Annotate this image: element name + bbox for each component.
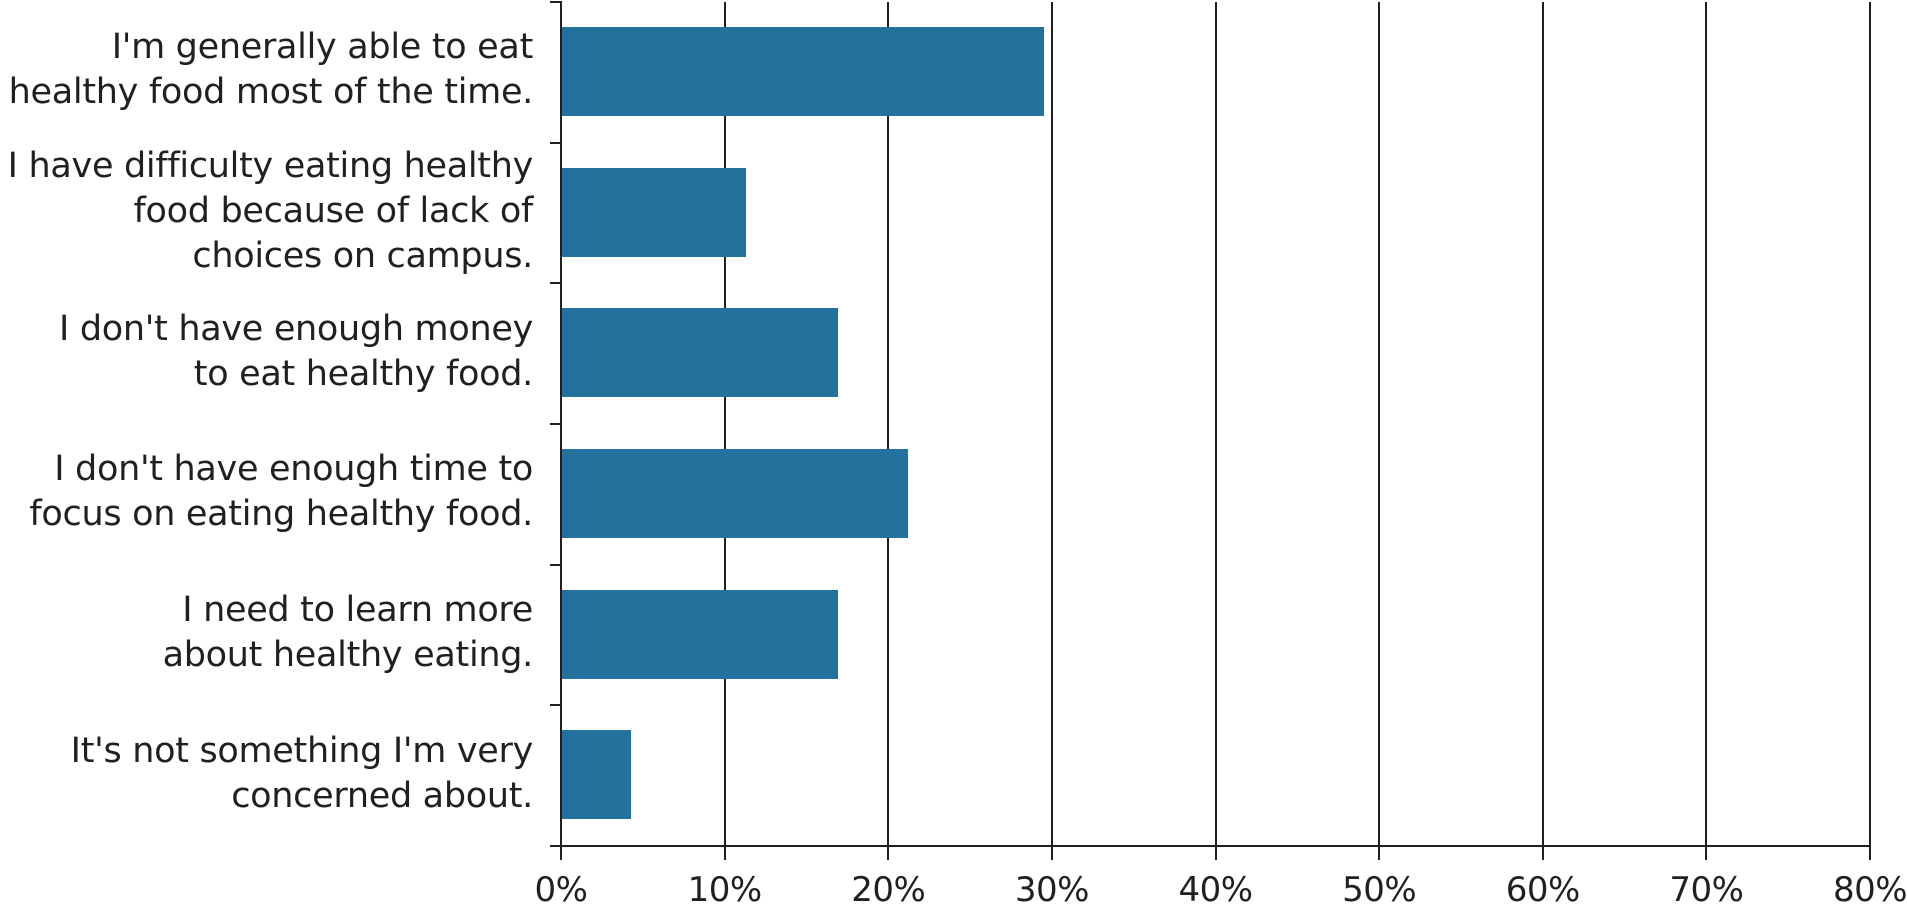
x-tick-label: 50% (1342, 870, 1417, 910)
bar (562, 27, 1044, 116)
category-label-line: I don't have enough time to (54, 449, 533, 490)
category-label-line: about healthy eating. (162, 635, 534, 675)
category-label-line: food because of lack of (133, 190, 533, 231)
bar (562, 730, 632, 820)
category-label-line: choices on campus. (192, 235, 533, 276)
x-tick-label: 40% (1178, 870, 1253, 910)
y-tick (550, 1, 562, 3)
y-tick (550, 845, 562, 847)
x-tick-label: 10% (687, 870, 763, 910)
y-tick (550, 704, 562, 707)
gridline (1705, 2, 1708, 860)
gridline (887, 2, 890, 860)
bar (562, 308, 838, 398)
y-tick (550, 423, 562, 425)
x-axis-line (550, 845, 1871, 847)
category-label-line: focus on eating healthy food. (29, 494, 533, 535)
x-tick-label: 0% (534, 870, 588, 910)
y-tick (550, 563, 562, 566)
gridline (723, 2, 726, 860)
category-label: It's not something I'm very concerned abo… (70, 729, 534, 819)
gridline (1050, 2, 1053, 860)
category-label-line: I have difficulty eating healthy (7, 145, 534, 186)
gridline (1378, 2, 1381, 860)
gridline (1214, 2, 1217, 860)
x-tick-label: 30% (1014, 870, 1090, 910)
x-tick-label: 60% (1505, 870, 1581, 910)
category-label-line: concerned about. (231, 775, 533, 816)
category-label: I'm generally able to eat healthy food mo… (8, 25, 534, 115)
category-label-line: It's not something I'm very (70, 730, 534, 771)
x-tick-label: 70% (1669, 870, 1744, 910)
bar (562, 589, 838, 679)
y-axis-line (560, 2, 562, 860)
category-label: I don't have enough money to eat healthy … (59, 307, 533, 397)
gridline (1869, 2, 1871, 860)
category-label-line: I'm generally able to eat (111, 27, 534, 68)
bar (562, 449, 908, 538)
category-label: I don't have enough time to focus on eati… (29, 447, 533, 537)
x-tick-label: 20% (851, 870, 926, 910)
category-label-line: to eat healthy food. (193, 353, 534, 394)
gridline (1541, 2, 1544, 860)
category-label: I have difficulty eating healthy food bec… (7, 144, 534, 279)
bar (562, 167, 746, 257)
category-label-line: I don't have enough money (58, 308, 533, 349)
category-label: I need to learn more about healthy eating… (162, 588, 534, 678)
y-tick (550, 141, 562, 144)
category-label-line: healthy food most of the time. (8, 72, 534, 113)
x-tick-label: 80% (1832, 870, 1907, 910)
category-label-line: I need to learn more (182, 590, 533, 630)
y-tick (550, 282, 562, 285)
